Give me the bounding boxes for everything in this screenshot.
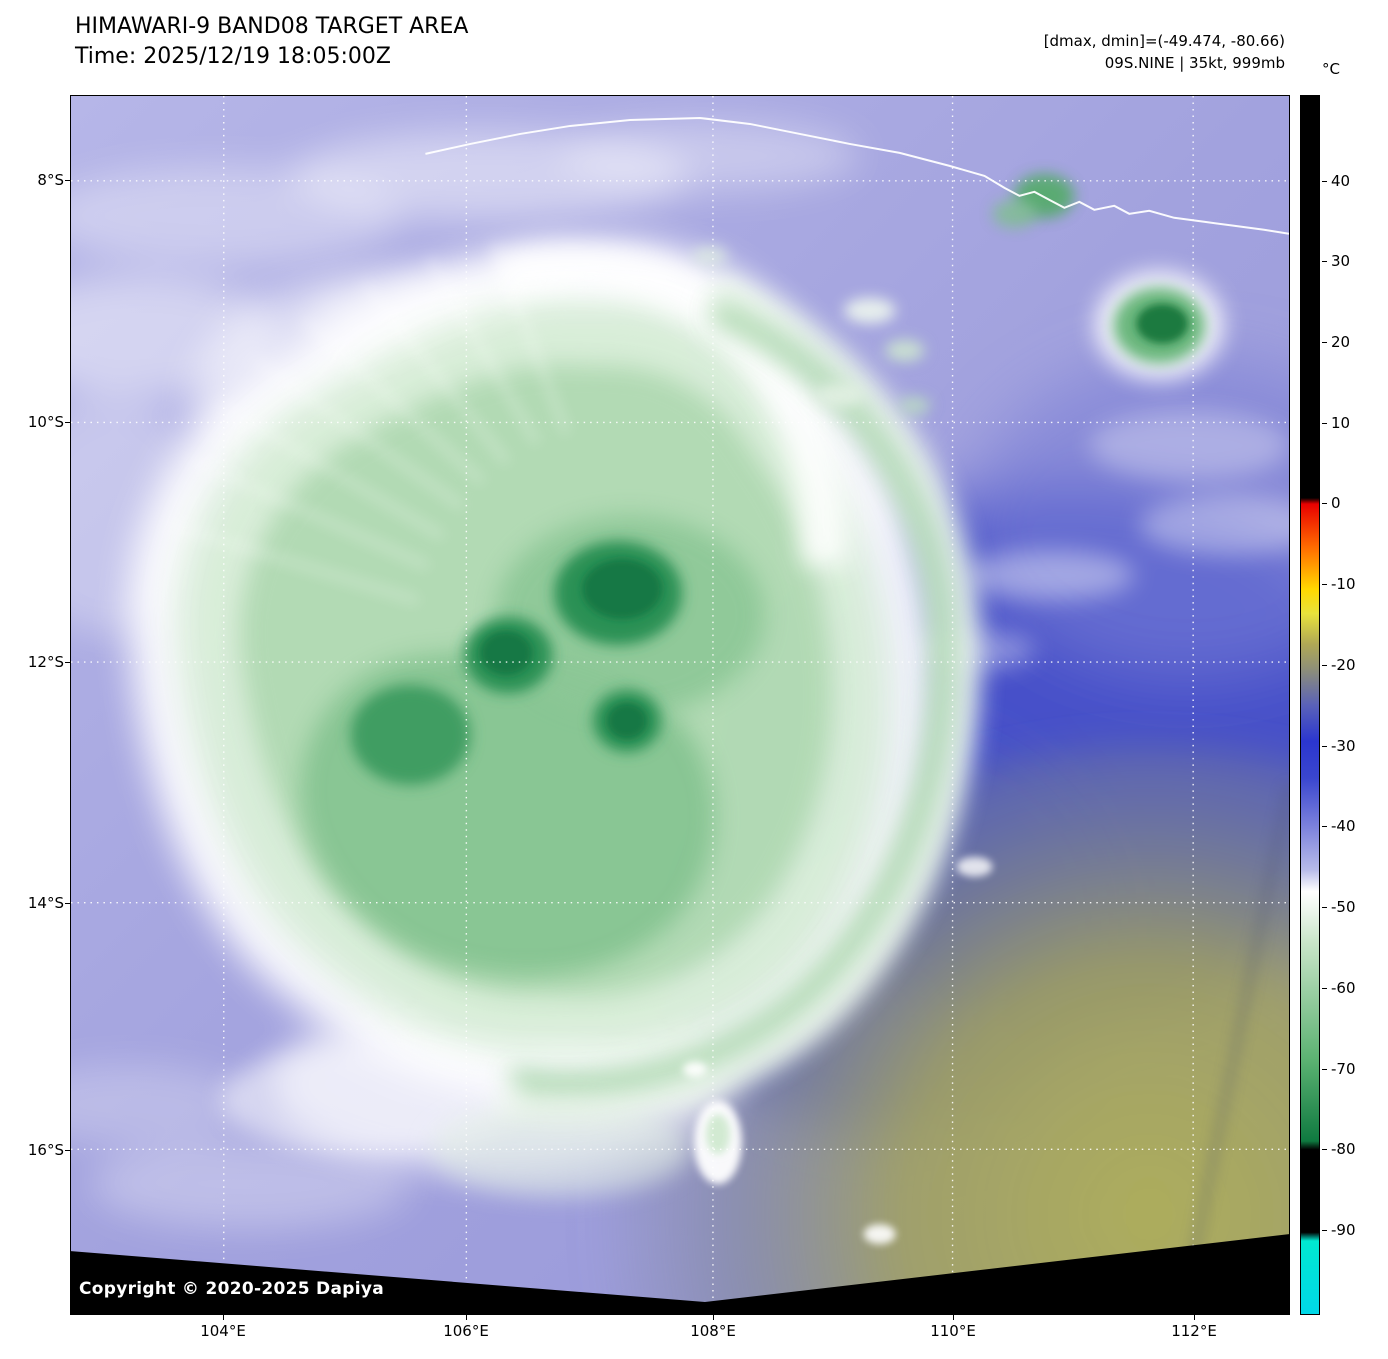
time-label: Time: 2025/12/19 18:05:00Z [75,44,391,69]
east-wisps [914,410,1289,671]
cyclone-cloud-mass [127,242,981,1198]
colorbar-tick-label-8: -40 [1322,817,1356,835]
lat-tick-label-0: 8°S [0,171,70,189]
colorbar-tick-label-13: -90 [1322,1221,1356,1239]
temperature-colorbar [1300,95,1320,1315]
header-info: [dmax, dmin]=(-49.474, -80.66) 09S.NINE … [1044,30,1285,74]
colorbar-tick-label-4: 0 [1322,494,1341,512]
colorbar-tick-label-2: 20 [1321,333,1351,351]
celsius-unit-label: °C [1322,60,1340,78]
colorbar-tick-label-3: 10 [1321,414,1351,432]
coastline [425,116,1289,235]
satellite-map: Copyright © 2020-2025 Dapiya [70,95,1290,1315]
scan-segment-edge [1190,784,1289,1255]
satellite-image [71,96,1289,1314]
colorbar-tick-label-5: -10 [1322,575,1356,593]
lat-tick-label-3: 14°S [0,894,70,912]
scattered-clouds [691,246,931,415]
lon-tick-label-4: 112°E [1152,1314,1236,1340]
colorbar-tick-label-9: -50 [1322,898,1356,916]
colorbar-tick-label-0: 40 [1321,172,1351,190]
lon-tick-label-3: 110°E [911,1314,995,1340]
lat-tick-label-4: 16°S [0,1141,70,1159]
small-bright-clouds [682,856,993,1245]
scan-edge-mask [71,1234,1289,1314]
isolated-storm-northeast [992,173,1224,380]
cirrus-streaks [167,242,569,604]
lat-tick-label-1: 10°S [0,413,70,431]
storm-info-label: 09S.NINE | 35kt, 999mb [1104,54,1285,72]
colorbar-tick-label-12: -80 [1322,1140,1356,1158]
colorbar-tick-label-1: 30 [1321,252,1351,270]
colorbar-tick-label-11: -70 [1322,1060,1356,1078]
lon-tick-label-0: 104°E [181,1314,265,1340]
lon-tick-label-1: 106°E [424,1314,508,1340]
lat-tick-label-2: 12°S [0,653,70,671]
colorbar-tick-label-10: -60 [1322,979,1356,997]
colorbar-tick-label-6: -20 [1322,656,1356,674]
figure-title: HIMAWARI-9 BAND08 TARGET AREA [75,14,469,39]
copyright-label: Copyright © 2020-2025 Dapiya [79,1279,384,1299]
lon-tick-label-2: 108°E [671,1314,755,1340]
dmax-dmin-label: [dmax, dmin]=(-49.474, -80.66) [1043,32,1285,50]
colorbar-tick-label-7: -30 [1322,737,1356,755]
